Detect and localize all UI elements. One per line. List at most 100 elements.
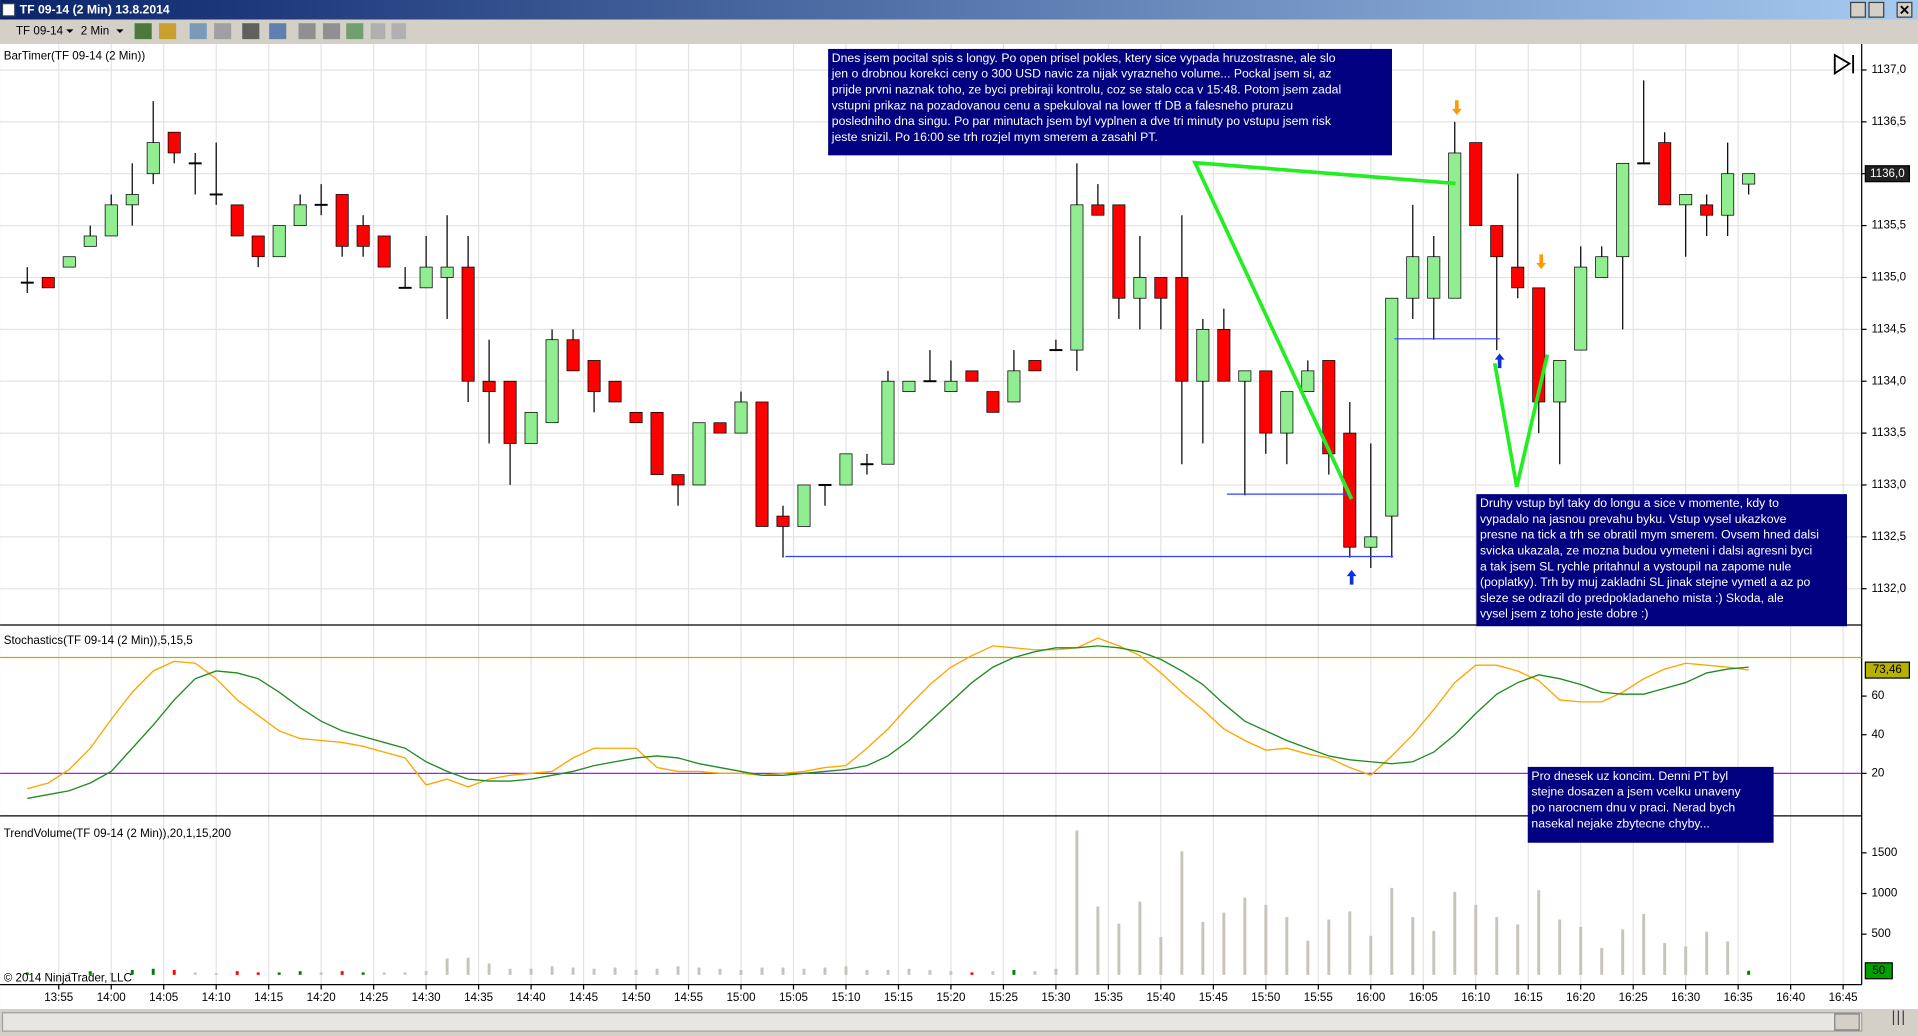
candle-body <box>1511 266 1525 289</box>
volume-bar <box>802 968 806 975</box>
note-text: Dnes jsem pocital spis s longy. Po open … <box>832 51 1336 65</box>
note-text: nasekal nejake zbytecne chyby... <box>1531 816 1709 830</box>
candle-body <box>986 391 1000 413</box>
candle-body <box>1007 370 1021 403</box>
candle-body <box>272 225 286 258</box>
x-tick-label: 15:55 <box>1304 991 1333 1004</box>
scroll-end-icon[interactable] <box>1833 53 1855 76</box>
scrollbar[interactable] <box>1 1012 1863 1032</box>
indicator-button[interactable] <box>346 23 364 40</box>
volume-bar <box>151 968 155 975</box>
y-tick-label: 40 <box>1871 728 1884 741</box>
x-tick-label: 16:40 <box>1776 991 1805 1004</box>
candle-body <box>1175 277 1189 382</box>
candle-body <box>398 286 412 289</box>
volume-bar <box>1537 890 1541 975</box>
volume-bar <box>67 972 71 975</box>
candle-body <box>335 194 349 247</box>
stochastic-line <box>27 637 1749 790</box>
y-tick-label: 1132,0 <box>1871 582 1906 595</box>
candle-body <box>440 266 454 278</box>
candle-body <box>1112 204 1126 299</box>
candle-body <box>755 401 769 527</box>
candle-body <box>545 339 559 424</box>
note-text: (poplatky). Trh by muj zakladni SL jinak… <box>1480 575 1810 589</box>
candle-body <box>1196 328 1210 382</box>
y-tick-label: 1135,0 <box>1871 271 1906 284</box>
instrument-selector[interactable]: TF 09-14 <box>16 24 64 37</box>
volume-bar <box>1453 891 1457 975</box>
note-text: svicka ukazala, ze mozna budou vymeteni … <box>1480 544 1812 558</box>
volume-bar <box>823 967 827 975</box>
candle-body <box>923 380 937 383</box>
x-tick-label: 15:30 <box>1041 991 1070 1004</box>
volume-bar <box>613 967 617 975</box>
volume-bar <box>214 973 218 975</box>
x-tick-label: 16:05 <box>1409 991 1438 1004</box>
volume-bar <box>1411 917 1415 975</box>
x-tick-label: 14:40 <box>517 991 546 1004</box>
x-tick-label: 15:40 <box>1146 991 1175 1004</box>
toolbar-icons[interactable] <box>134 23 407 40</box>
minimize-button[interactable] <box>1850 1 1866 18</box>
tool-button[interactable] <box>322 23 341 40</box>
candle-body <box>839 453 853 486</box>
interval-selector[interactable]: 2 Min <box>81 24 109 37</box>
candle-body <box>251 235 265 258</box>
volume-bar <box>571 967 575 975</box>
x-tick-label: 15:35 <box>1094 991 1123 1004</box>
volume-bar <box>1495 917 1499 975</box>
maximize-button[interactable] <box>1868 1 1885 18</box>
window-buttons[interactable] <box>1850 1 1913 18</box>
x-tick-label: 15:50 <box>1251 991 1280 1004</box>
tool-button[interactable] <box>370 23 386 40</box>
candle-body <box>1427 256 1441 299</box>
volume-bar <box>865 969 869 975</box>
volume-bar <box>697 967 701 975</box>
candle-body <box>1448 152 1462 299</box>
tool-button[interactable] <box>391 23 407 40</box>
scroll-thumb[interactable] <box>1834 1013 1860 1031</box>
volume-bar <box>1516 924 1520 975</box>
volume-bar <box>970 972 974 975</box>
x-tick-label: 14:55 <box>674 991 703 1004</box>
volume-bar <box>130 969 134 975</box>
draw-button[interactable] <box>159 23 177 40</box>
x-tick-label: 15:45 <box>1199 991 1228 1004</box>
x-tick-label: 14:50 <box>622 991 651 1004</box>
volume-bar <box>1117 923 1121 975</box>
candle-body <box>20 281 34 284</box>
note-text: stejne dosazen a jsem vcelku unaveny <box>1531 785 1741 799</box>
trend-line <box>1192 160 1456 500</box>
x-tick-label: 14:20 <box>307 991 336 1004</box>
candle-body <box>965 370 979 382</box>
note-box <box>1527 766 1774 843</box>
candle-body <box>650 411 664 475</box>
current-value-label: 1136,0 <box>1870 167 1905 180</box>
note-box <box>1476 494 1847 627</box>
volume-bar <box>487 963 491 975</box>
crosshair-button[interactable] <box>242 23 260 40</box>
y-tick-label: 1134,0 <box>1871 374 1906 387</box>
volume-bar <box>1327 919 1331 975</box>
x-tick-label: 14:10 <box>202 991 231 1004</box>
x-tick-label: 14:00 <box>97 991 126 1004</box>
candle-body <box>1280 391 1294 434</box>
candle-body <box>944 380 958 392</box>
y-tick-label: 1000 <box>1871 887 1897 900</box>
tool-button[interactable] <box>189 23 207 40</box>
tool-button[interactable] <box>214 23 232 40</box>
x-tick-label: 16:35 <box>1724 991 1753 1004</box>
volume-bar <box>1180 851 1184 975</box>
zoom-button[interactable] <box>269 23 287 40</box>
bar-type-button[interactable] <box>134 23 152 40</box>
x-tick-label: 16:15 <box>1514 991 1543 1004</box>
y-tick-label: 20 <box>1871 766 1884 779</box>
x-tick-label: 15:25 <box>989 991 1018 1004</box>
candle-body <box>377 235 391 268</box>
volume-bar <box>403 972 407 975</box>
candle-body <box>1616 162 1630 258</box>
volume-bar <box>1474 904 1478 975</box>
tool-button[interactable] <box>298 23 316 40</box>
